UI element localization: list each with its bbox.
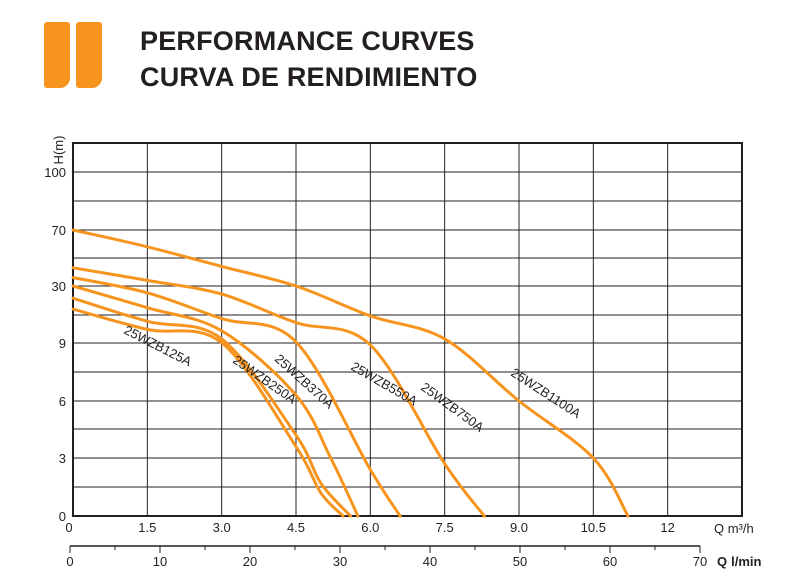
y-axis-ticks: 0 3 6 9 30 70 100	[44, 165, 66, 524]
y-tick-label: 100	[44, 165, 66, 180]
x-tick-label: 6.0	[361, 520, 379, 535]
curves	[71, 228, 630, 518]
y-tick-label: 3	[59, 451, 66, 466]
x2-tick-label: 10	[153, 554, 167, 569]
x2-tick-label: 40	[423, 554, 437, 569]
series-line	[71, 284, 360, 518]
x-tick-label: 0	[65, 520, 72, 535]
x-tick-label: 9.0	[510, 520, 528, 535]
x2-tick-label: 50	[513, 554, 527, 569]
x2-tick-label: 70	[693, 554, 707, 569]
x-tick-label: 4.5	[287, 520, 305, 535]
header: PERFORMANCE CURVES CURVA DE RENDIMIENTO	[0, 0, 796, 110]
y-tick-label: 6	[59, 394, 66, 409]
x-tick-label: 7.5	[436, 520, 454, 535]
series-line	[71, 228, 630, 518]
page-title: PERFORMANCE CURVES	[140, 26, 475, 56]
x2-tick-label: 30	[333, 554, 347, 569]
y-tick-label: 70	[52, 223, 66, 238]
x-axis-ticks: 0 1.5 3.0 4.5 6.0 7.5 9.0 10.5 12	[65, 520, 675, 535]
y-axis-label: H(m)	[51, 136, 66, 165]
secondary-x-axis: 0 10 20 30 40 50 60 70	[66, 545, 707, 569]
x-axis-label: Q m³/h	[714, 521, 754, 536]
y-tick-label: 30	[52, 279, 66, 294]
page-subtitle: CURVA DE RENDIMIENTO	[140, 62, 478, 92]
x-tick-label: 3.0	[213, 520, 231, 535]
x2-tick-label: 20	[243, 554, 257, 569]
series-line	[71, 276, 402, 518]
x2-tick-label: 60	[603, 554, 617, 569]
series-label: 25WZB1100A	[508, 365, 584, 421]
series-line	[71, 307, 345, 518]
x-tick-label: 1.5	[138, 520, 156, 535]
series-label: 25WZB750A	[418, 379, 487, 435]
plot-frame	[72, 142, 743, 517]
quote-mark-icon	[44, 22, 70, 88]
y-tick-label: 9	[59, 336, 66, 351]
x-tick-label: 12	[660, 520, 674, 535]
series-line	[71, 296, 352, 518]
quote-mark-icon	[76, 22, 102, 88]
y-tick-label: 0	[59, 509, 66, 524]
x2-axis-unit: l/min	[731, 554, 761, 569]
x-tick-label: 10.5	[581, 520, 606, 535]
x2-axis-prefix: Q	[717, 554, 727, 569]
series-line	[71, 266, 486, 518]
x2-tick-label: 0	[66, 554, 73, 569]
